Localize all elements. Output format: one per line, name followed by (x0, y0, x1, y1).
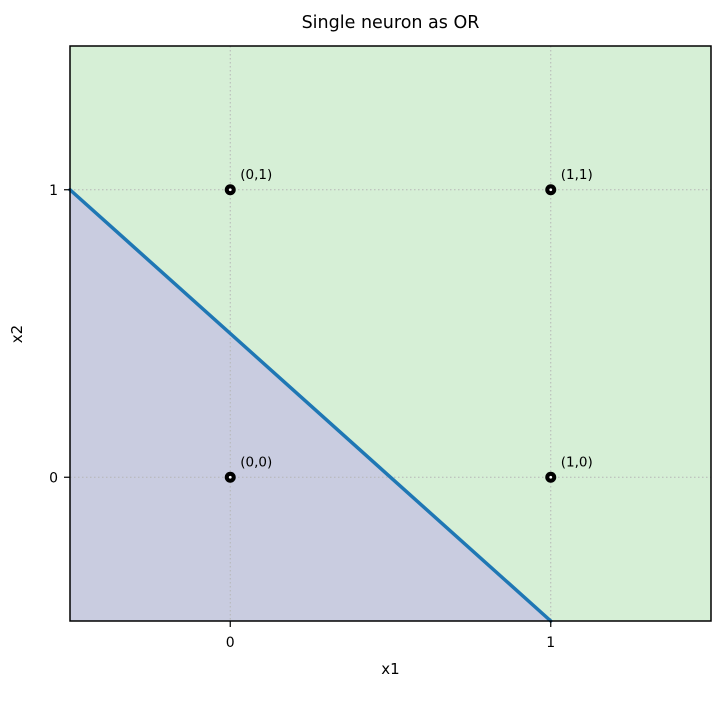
point-label: (0,0) (240, 454, 272, 470)
x-tick-label: 1 (546, 635, 555, 651)
data-point-center (549, 188, 553, 192)
y-tick-label: 0 (49, 470, 58, 486)
y-tick-label: 1 (49, 183, 58, 199)
point-label: (0,1) (240, 167, 272, 183)
y-axis-label: x2 (8, 324, 27, 344)
decision-boundary-line (68, 188, 553, 623)
plot-frame (69, 45, 712, 622)
x-axis-label: x1 (381, 660, 400, 678)
point-label: (1,1) (561, 167, 593, 183)
x-tick-label: 0 (226, 635, 235, 651)
data-point-center (228, 475, 232, 479)
data-point-center (228, 188, 232, 192)
chart-title: Single neuron as OR (301, 13, 480, 33)
data-point-center (549, 475, 553, 479)
point-label: (1,0) (561, 454, 593, 470)
